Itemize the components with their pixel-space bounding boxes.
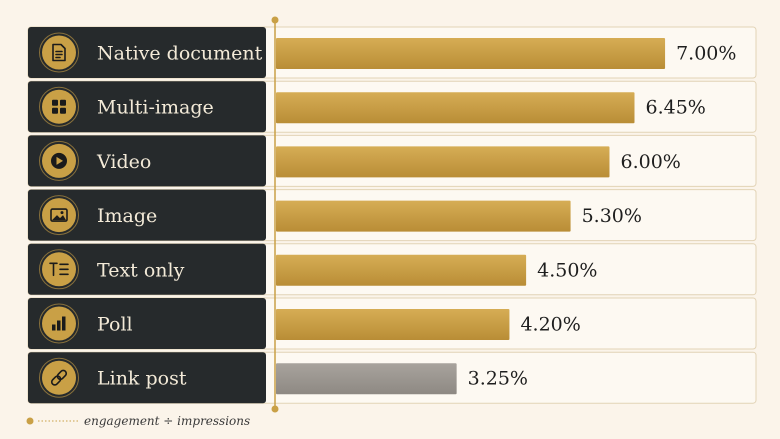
icon-badge bbox=[42, 198, 76, 233]
row-label-panel bbox=[28, 298, 266, 349]
category-label: Poll bbox=[97, 314, 133, 336]
icon-badge-ring bbox=[39, 140, 79, 181]
row-label-panel bbox=[28, 27, 266, 78]
icon-badge bbox=[42, 360, 76, 395]
play-icon bbox=[51, 152, 67, 169]
icon-badge-ring bbox=[39, 357, 79, 398]
bar bbox=[276, 146, 610, 178]
bar-chart-icon bbox=[52, 316, 66, 331]
row-label-panel bbox=[28, 352, 266, 404]
image-icon bbox=[50, 208, 68, 222]
bar bbox=[276, 254, 527, 286]
bar bbox=[276, 363, 457, 395]
footnote: engagement ÷ impressions bbox=[26, 414, 250, 428]
bar bbox=[276, 200, 571, 232]
value-label: 4.50% bbox=[537, 259, 597, 281]
axis-top-dot bbox=[271, 16, 279, 24]
value-label: 4.20% bbox=[520, 314, 580, 336]
icon-badge-ring bbox=[39, 195, 79, 236]
footnote-text: engagement ÷ impressions bbox=[84, 414, 250, 428]
chart-row: Poll 4.20% bbox=[27, 297, 757, 350]
category-label: Video bbox=[96, 151, 151, 173]
category-label: Image bbox=[97, 205, 157, 227]
row-label-panel bbox=[28, 189, 266, 241]
icon-badge-ring bbox=[39, 249, 79, 290]
footnote-dot bbox=[26, 417, 34, 425]
chart-row: Image 5.30% bbox=[27, 189, 757, 242]
value-label: 3.25% bbox=[468, 368, 528, 390]
icon-badge bbox=[42, 252, 76, 287]
icon-badge-ring bbox=[39, 32, 79, 73]
row-label-panel bbox=[28, 135, 266, 187]
category-label: Link post bbox=[97, 368, 187, 390]
document-icon bbox=[52, 43, 66, 62]
link-icon bbox=[50, 369, 68, 386]
value-label: 6.45% bbox=[646, 97, 706, 119]
bar bbox=[276, 38, 666, 69]
value-label: 5.30% bbox=[582, 205, 642, 227]
icon-badge-ring bbox=[39, 303, 79, 344]
icon-badge-ring bbox=[39, 86, 79, 127]
bar bbox=[276, 92, 635, 124]
category-label: Text only bbox=[97, 259, 185, 281]
grid-icon bbox=[52, 99, 66, 114]
chart-row: Native document 7.00% bbox=[27, 26, 757, 79]
row-label-panel bbox=[28, 81, 266, 133]
value-label: 6.00% bbox=[620, 151, 680, 173]
row-label-panel bbox=[28, 243, 266, 295]
axis-bottom-dot bbox=[271, 405, 279, 413]
chart-row: Text only 4.50% bbox=[27, 243, 757, 296]
chart-row: Multi-image 6.45% bbox=[27, 80, 757, 133]
icon-badge bbox=[42, 35, 76, 70]
category-label: Multi-image bbox=[97, 97, 214, 119]
chart-row: Link post 3.25% bbox=[27, 351, 757, 404]
category-label: Native document bbox=[97, 43, 263, 65]
chart-row: Video 6.00% bbox=[27, 134, 757, 187]
icon-badge bbox=[42, 89, 76, 124]
text-icon bbox=[49, 262, 69, 277]
value-label: 7.00% bbox=[676, 43, 736, 65]
bar bbox=[276, 309, 510, 340]
